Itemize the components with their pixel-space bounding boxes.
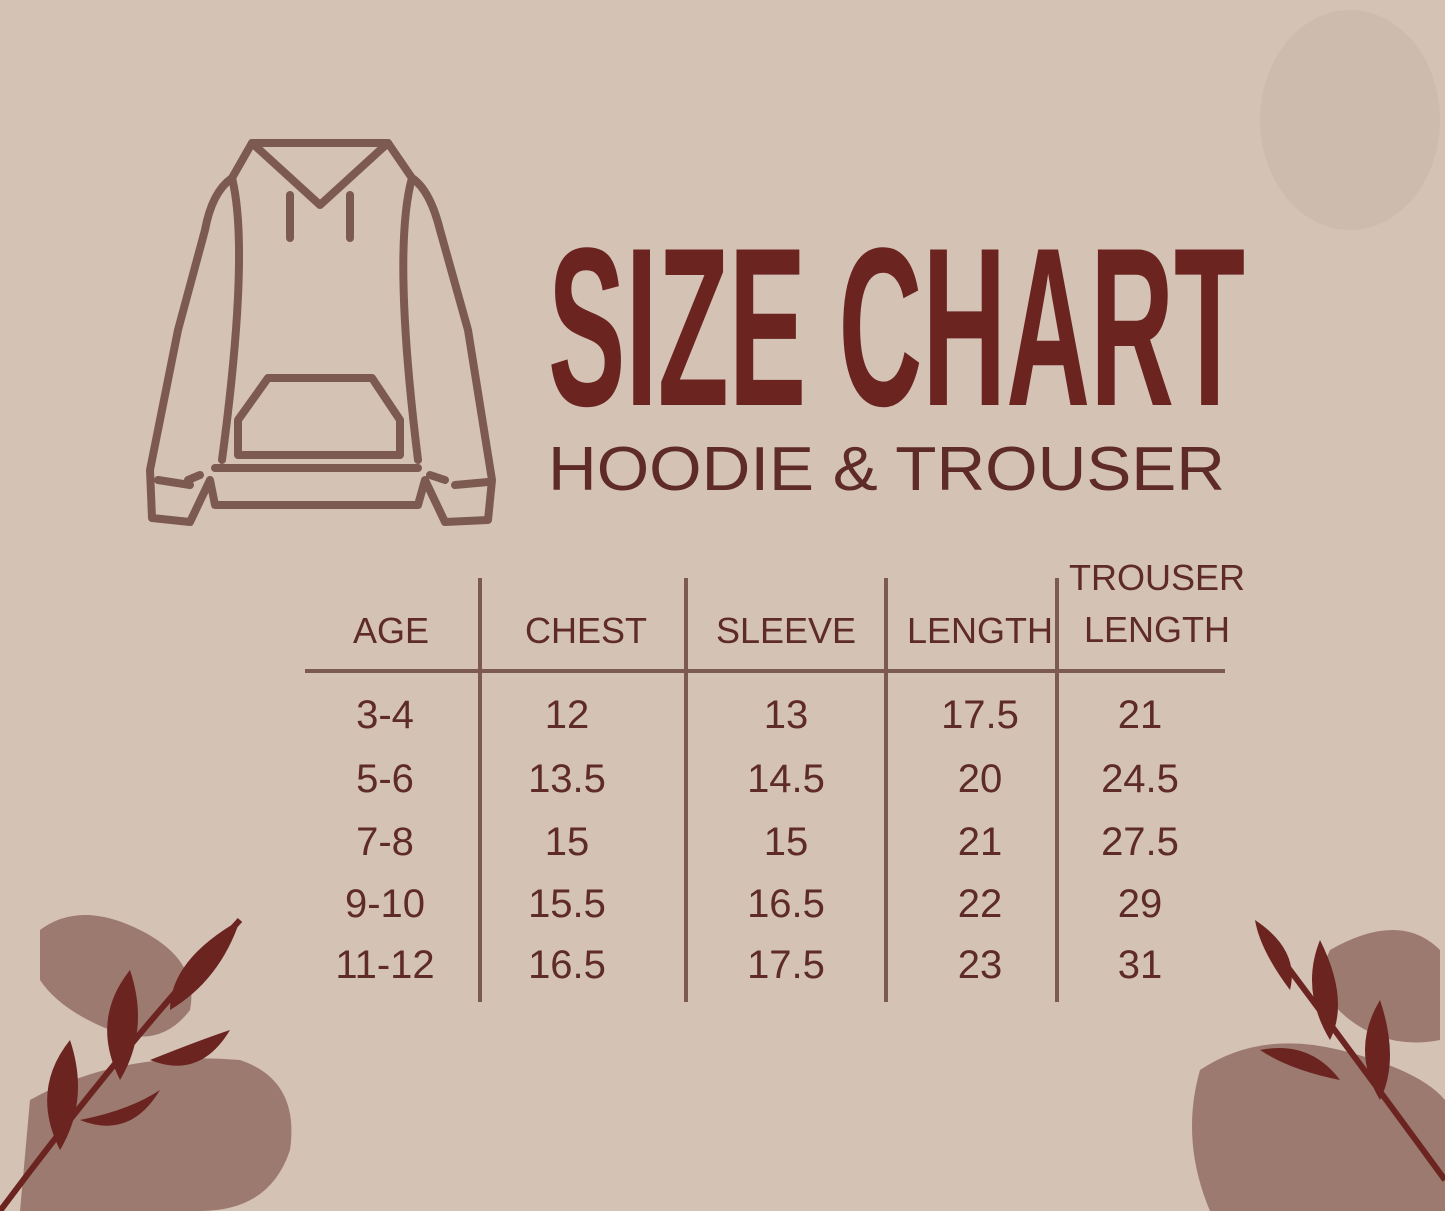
table-cell: 7-8 [356,820,414,864]
subtitle: HOODIE & TROUSER [548,435,1225,504]
column-header: TROUSER LENGTH [1069,557,1245,650]
table-cell: 17.5 [941,693,1019,737]
table-cell: 9-10 [345,882,425,926]
table-cell: 12 [545,693,590,737]
table-cell: 24.5 [1101,757,1179,801]
title: SIZE CHART [548,200,1245,453]
table-cell: 17.5 [747,943,825,987]
table-cell: 21 [1118,693,1163,737]
table-cell: 27.5 [1101,820,1179,864]
table-cell: 13 [764,693,809,737]
column-header: SLEEVE [716,610,856,651]
table-cell: 13.5 [528,757,606,801]
column-header: LENGTH [907,610,1053,651]
table-cell: 23 [958,943,1003,987]
table-cell: 11-12 [335,943,434,987]
table-cell: 22 [958,882,1003,926]
table-cell: 20 [958,757,1003,801]
background-blob [1260,10,1440,230]
table-cell: 16.5 [747,882,825,926]
leaf-decoration-left [0,915,292,1211]
table-rules [305,578,1225,1002]
table-cell: 15 [545,820,590,864]
hoodie-icon [146,139,496,526]
table-cell: 21 [958,820,1003,864]
table-cell: 3-4 [356,693,414,737]
leaf-decoration-right [1192,920,1445,1211]
column-header: AGE [353,610,429,651]
table-cell: 5-6 [356,757,414,801]
table-cell: 16.5 [528,943,606,987]
table-cell: 15.5 [528,882,606,926]
table-cell: 31 [1118,943,1163,987]
table-cell: 15 [764,820,809,864]
column-header: CHEST [525,610,647,651]
table-cell: 14.5 [747,757,825,801]
table-cell: 29 [1118,882,1163,926]
